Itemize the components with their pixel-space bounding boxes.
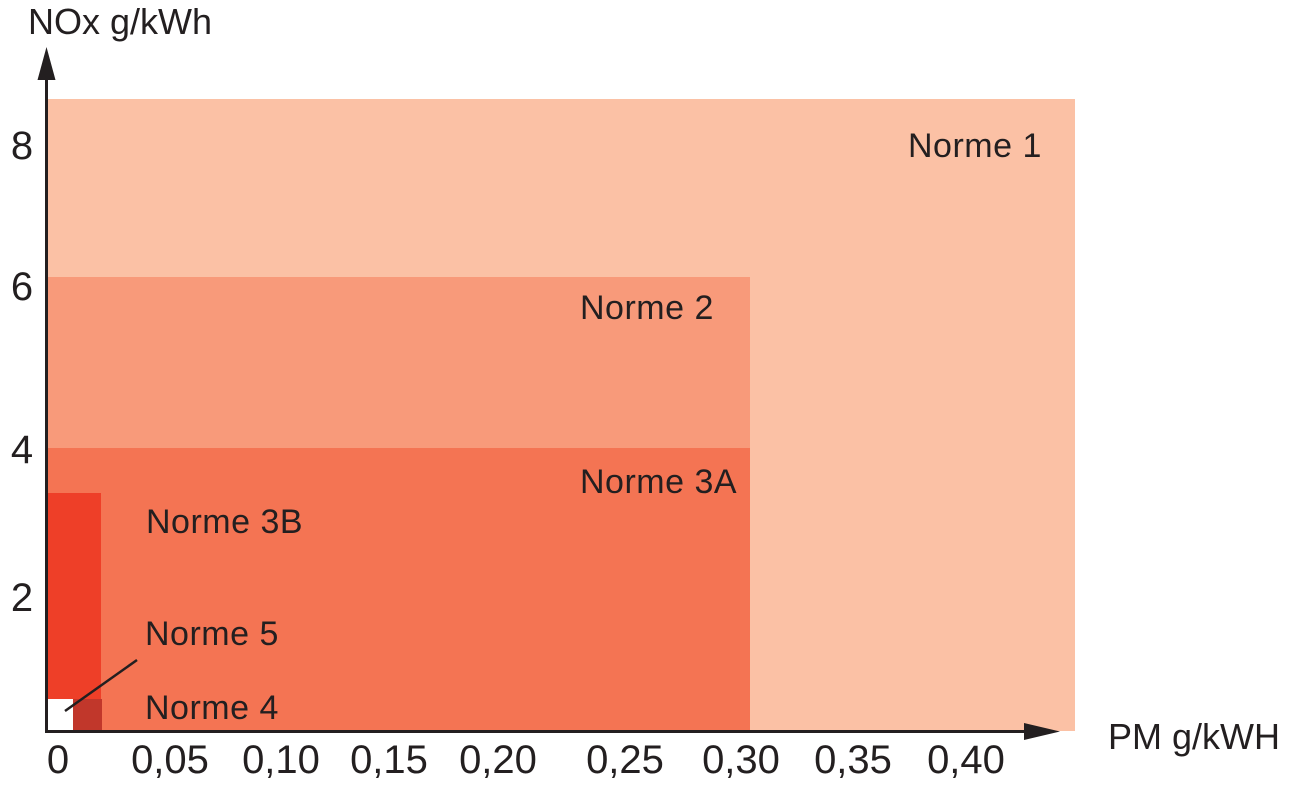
norm-label-norme-5: Norme 5 (145, 615, 279, 653)
y-tick-2: 2 (10, 576, 34, 620)
x-tick-0_40: 0,40 (927, 738, 1005, 782)
y-axis-title: NOx g/kWh (28, 1, 213, 42)
norm-label-norme-1: Norme 1 (908, 127, 1042, 165)
x-tick-0_30: 0,30 (702, 738, 780, 782)
norm-label-norme-4: Norme 4 (145, 689, 279, 727)
norm-region-norme-3a (48, 448, 750, 731)
x-axis-title: PM g/kWH (1108, 716, 1281, 757)
y-tick-4: 4 (10, 428, 34, 472)
norm-label-norme-3b: Norme 3B (146, 503, 304, 541)
y-tick-6: 6 (10, 265, 34, 309)
x-tick-0_15: 0,15 (350, 738, 428, 782)
x-tick-0: 0 (46, 738, 70, 782)
y-axis-arrow-icon (37, 47, 56, 80)
x-tick-0_05: 0,05 (131, 738, 209, 782)
y-tick-8: 8 (10, 124, 34, 168)
norm-label-norme-3a: Norme 3A (580, 463, 738, 501)
norm-region-norme-3b (48, 493, 101, 731)
x-tick-0_25: 0,25 (586, 738, 664, 782)
x-tick-0_10: 0,10 (242, 738, 320, 782)
x-tick-0_35: 0,35 (814, 738, 892, 782)
norm-region-norme-5 (48, 699, 73, 731)
norm-label-norme-2: Norme 2 (580, 289, 714, 327)
x-tick-0_20: 0,20 (459, 738, 537, 782)
